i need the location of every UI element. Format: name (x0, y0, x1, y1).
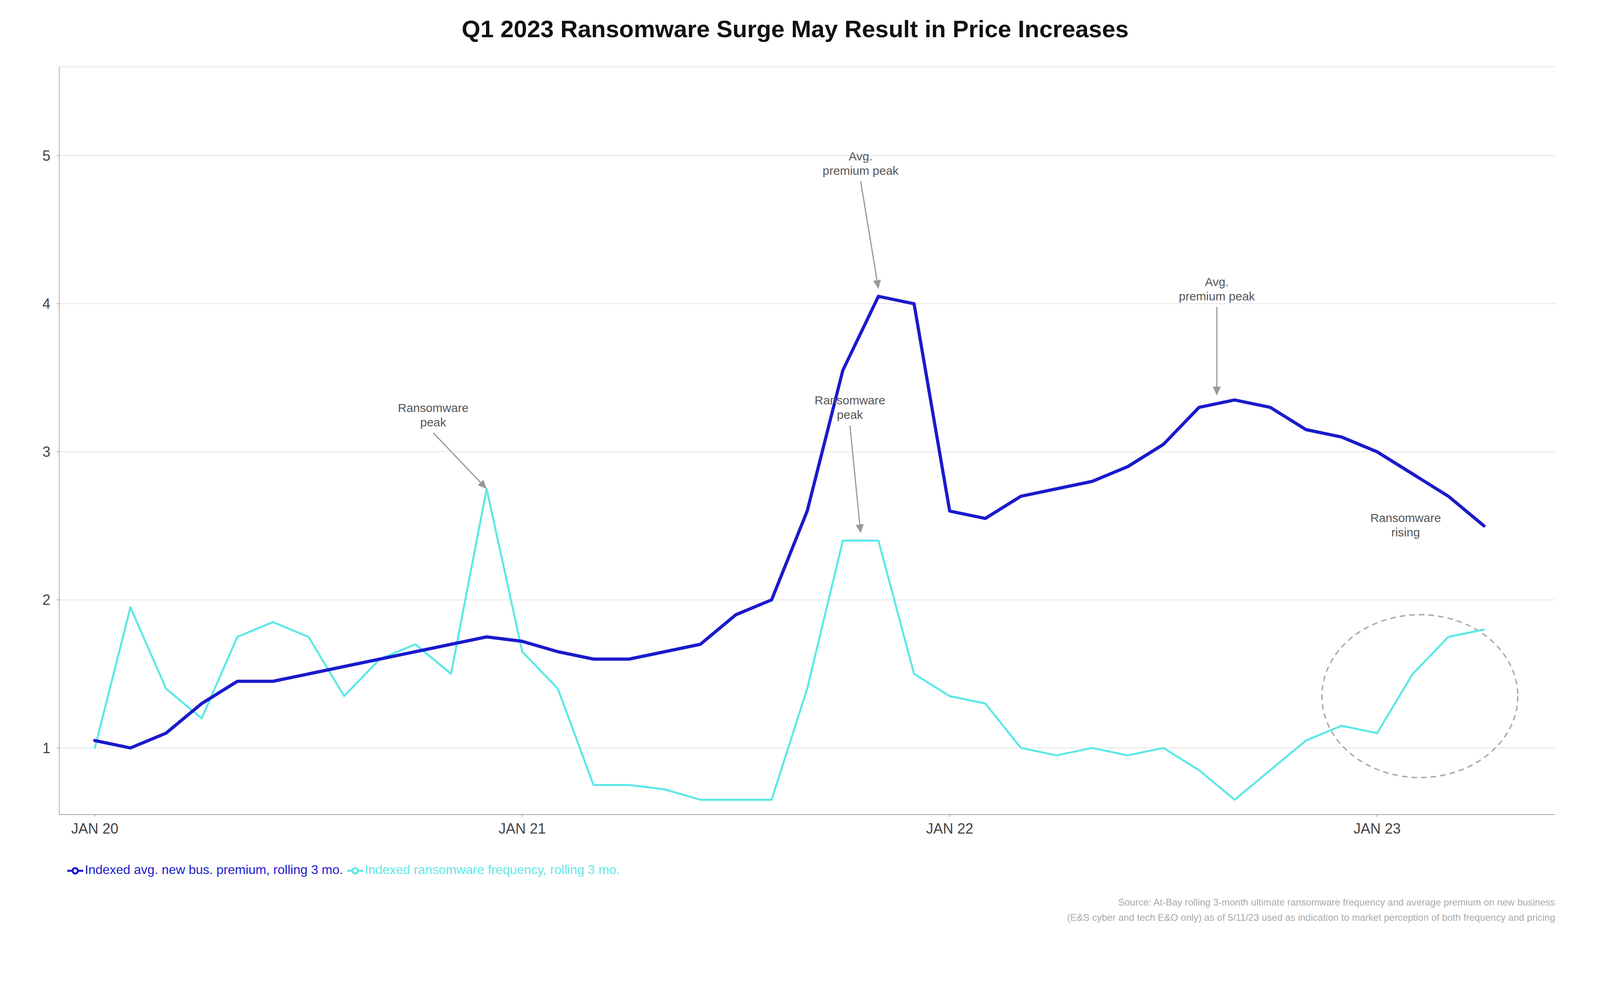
svg-text:Avg.premium peak: Avg.premium peak (1178, 275, 1256, 303)
svg-text:2: 2 (42, 591, 51, 608)
svg-text:JAN 20: JAN 20 (71, 820, 119, 837)
html-text:Source: At-Bay rolling 3-month: Source: At-Bay rolling 3-month ultimate … (1118, 896, 1556, 908)
html-text:Q1 2023 Ransomware Surge May R: Q1 2023 Ransomware Surge May Result in P… (461, 15, 1129, 43)
svg-text:JAN 23: JAN 23 (1353, 820, 1401, 837)
svg-text:JAN 22: JAN 22 (926, 820, 974, 837)
svg-text:3: 3 (42, 443, 51, 460)
html-text:Indexed ransomware frequency,: Indexed ransomware frequency, rolling 3 … (364, 862, 620, 877)
svg-text:4: 4 (42, 295, 51, 312)
svg-text:JAN 21: JAN 21 (498, 820, 546, 837)
svg-text:Ransomwarepeak: Ransomwarepeak (814, 393, 886, 422)
svg-text:5: 5 (42, 147, 51, 164)
html-text:Indexed avg. new bus. premium,: Indexed avg. new bus. premium, rolling 3… (84, 862, 344, 877)
svg-text:Ransomwarerising: Ransomwarerising (1370, 511, 1442, 539)
svg-text:Ransomwarepeak: Ransomwarepeak (398, 401, 469, 429)
svg-text:1: 1 (42, 740, 51, 757)
html-text:(E&S cyber and tech E&O only): (E&S cyber and tech E&O only) as of 5/11… (1067, 912, 1556, 923)
svg-text:Avg.premium peak: Avg.premium peak (822, 149, 900, 178)
